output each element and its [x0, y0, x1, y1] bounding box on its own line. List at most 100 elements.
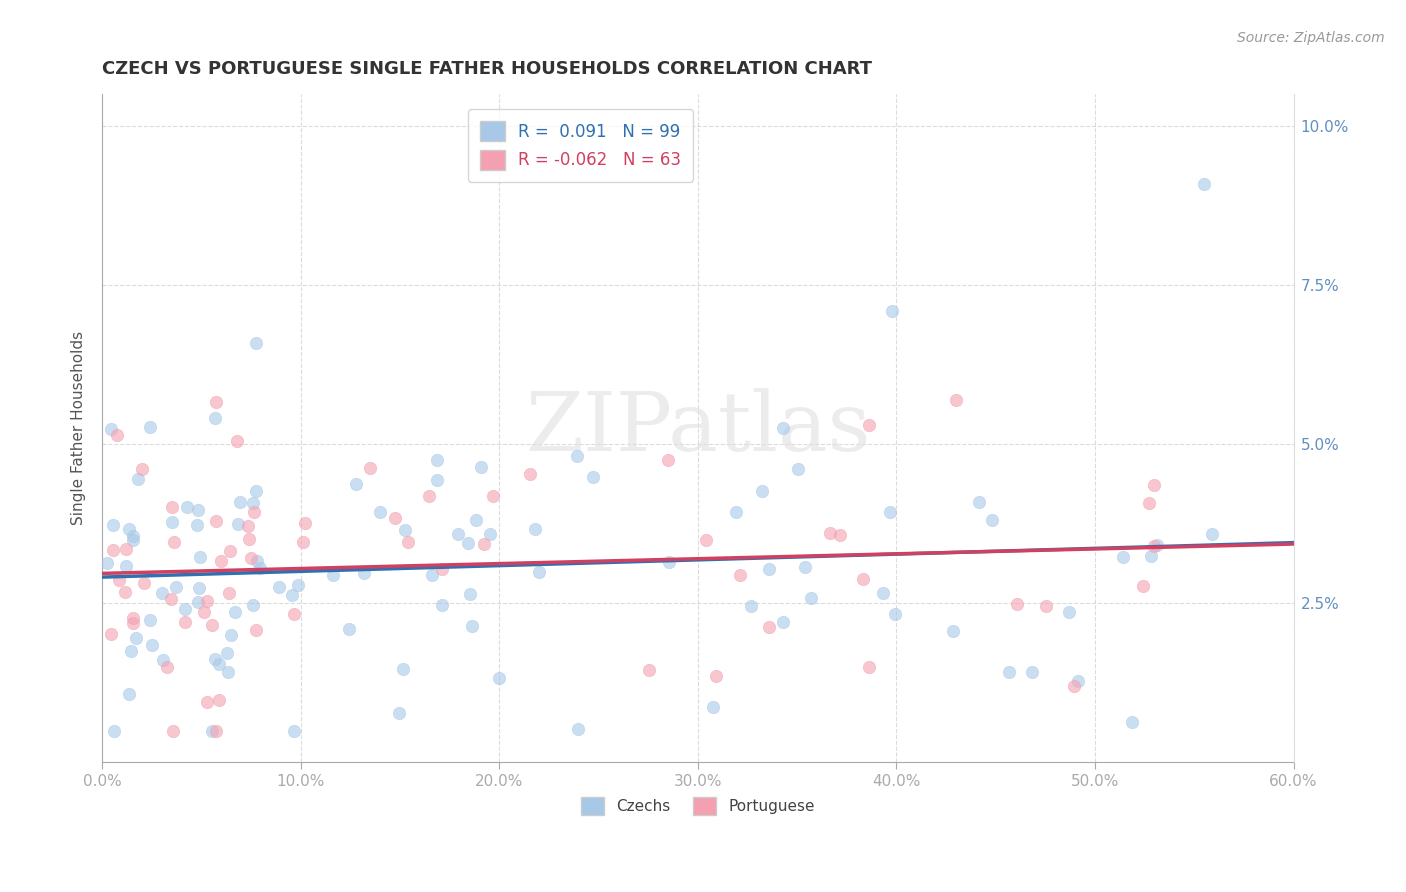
Point [174, 615, 197, 629]
Point [208, 657, 231, 671]
Point [458, 587, 481, 601]
Point [242, 505, 264, 519]
Point [772, 421, 794, 435]
Point [186, 518, 208, 533]
Point [420, 568, 443, 582]
Point [1066, 674, 1088, 689]
Point [1063, 679, 1085, 693]
Text: CZECH VS PORTUGUESE SINGLE FATHER HOUSEHOLDS CORRELATION CHART: CZECH VS PORTUGUESE SINGLE FATHER HOUSEH… [103, 60, 872, 78]
Point [204, 652, 226, 666]
Point [188, 581, 211, 595]
Point [193, 605, 215, 619]
Point [695, 533, 717, 548]
Point [187, 595, 209, 609]
Point [884, 607, 907, 621]
Point [120, 644, 142, 658]
Point [139, 613, 162, 627]
Point [772, 615, 794, 629]
Point [359, 461, 381, 475]
Point [488, 671, 510, 685]
Point [426, 474, 449, 488]
Point [245, 483, 267, 498]
Text: ZIPatlas: ZIPatlas [526, 388, 870, 468]
Text: Source: ZipAtlas.com: Source: ZipAtlas.com [1237, 31, 1385, 45]
Point [1143, 539, 1166, 553]
Point [465, 513, 488, 527]
Point [482, 489, 505, 503]
Point [208, 693, 231, 707]
Point [165, 580, 187, 594]
Point [565, 449, 588, 463]
Point [122, 529, 145, 543]
Point [751, 483, 773, 498]
Point [998, 665, 1021, 679]
Point [118, 687, 141, 701]
Point [758, 562, 780, 576]
Point [858, 418, 880, 433]
Point [122, 615, 145, 630]
Point [209, 553, 232, 567]
Point [245, 336, 267, 351]
Point [160, 516, 183, 530]
Point [176, 500, 198, 515]
Point [127, 472, 149, 486]
Point [1201, 526, 1223, 541]
Point [457, 535, 479, 549]
Point [1140, 549, 1163, 563]
Point [217, 665, 239, 679]
Point [396, 535, 419, 549]
Point [353, 566, 375, 580]
Point [858, 660, 880, 674]
Point [236, 519, 259, 533]
Point [740, 599, 762, 613]
Point [283, 607, 305, 622]
Point [1192, 177, 1215, 191]
Point [322, 567, 344, 582]
Point [787, 462, 810, 476]
Y-axis label: Single Father Households: Single Father Households [72, 331, 86, 525]
Point [728, 568, 751, 582]
Point [204, 411, 226, 425]
Point [103, 723, 125, 738]
Point [388, 706, 411, 720]
Point [205, 514, 228, 528]
Point [219, 628, 242, 642]
Point [204, 395, 226, 409]
Point [981, 513, 1004, 527]
Point [195, 695, 218, 709]
Point [1021, 665, 1043, 680]
Point [162, 535, 184, 549]
Point [242, 598, 264, 612]
Point [226, 434, 249, 448]
Point [582, 470, 605, 484]
Point [287, 578, 309, 592]
Point [1132, 579, 1154, 593]
Point [432, 598, 454, 612]
Point [724, 505, 747, 519]
Point [156, 659, 179, 673]
Point [118, 522, 141, 536]
Point [880, 304, 903, 318]
Point [637, 663, 659, 677]
Point [108, 574, 131, 588]
Point [702, 700, 724, 714]
Point [391, 662, 413, 676]
Point [114, 585, 136, 599]
Point [1005, 597, 1028, 611]
Point [229, 494, 252, 508]
Point [267, 580, 290, 594]
Point [160, 592, 183, 607]
Point [704, 669, 727, 683]
Point [239, 551, 262, 566]
Point [567, 722, 589, 736]
Point [529, 565, 551, 579]
Point [103, 517, 125, 532]
Point [344, 477, 367, 491]
Point [195, 594, 218, 608]
Point [188, 550, 211, 565]
Point [281, 588, 304, 602]
Point [100, 422, 122, 436]
Point [1035, 599, 1057, 614]
Point [394, 523, 416, 537]
Point [283, 723, 305, 738]
